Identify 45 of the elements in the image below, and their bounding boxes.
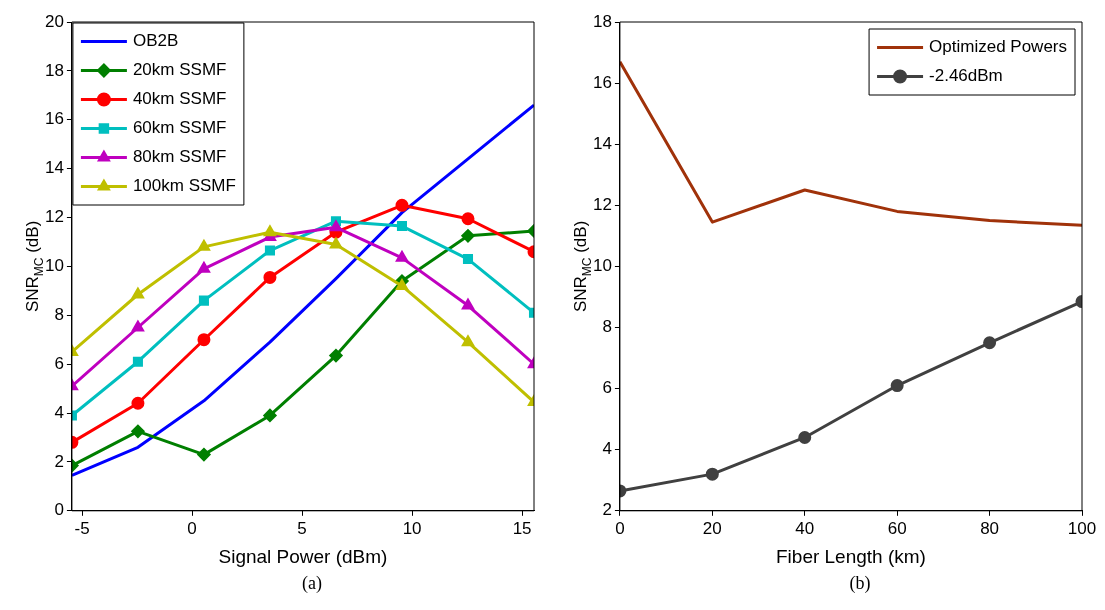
y-tick-label: 12 xyxy=(44,207,64,227)
y-tick-label: 2 xyxy=(54,451,64,471)
y-tick-label: 18 xyxy=(44,60,64,80)
y-tick-label: 4 xyxy=(54,402,64,422)
legend-label: 60km SSMF xyxy=(132,118,227,138)
y-tick-label: 2 xyxy=(602,500,612,520)
legend-label: -2.46dBm xyxy=(929,66,1003,86)
x-tick-label: 0 xyxy=(187,518,197,538)
y-tick-label: 20 xyxy=(44,11,64,31)
y-tick-label: 8 xyxy=(602,317,612,337)
y-tick-label: 10 xyxy=(592,256,612,276)
legend-label: 100km SSMF xyxy=(132,176,236,196)
y-tick-label: 18 xyxy=(592,11,612,31)
x-tick-label: 15 xyxy=(512,518,532,538)
x-tick-label: -5 xyxy=(74,518,90,538)
x-tick-label: 60 xyxy=(887,518,907,538)
x-tick-label: 20 xyxy=(702,518,722,538)
x-axis-title: Signal Power (dBm) xyxy=(218,545,388,567)
x-tick-label: 80 xyxy=(980,518,1000,538)
legend-label: 20km SSMF xyxy=(132,60,227,80)
y-tick-label: 12 xyxy=(592,194,612,214)
y-tick-label: 6 xyxy=(54,353,64,373)
legend-label: Optimized Powers xyxy=(929,37,1067,57)
x-tick-label: 0 xyxy=(615,518,625,538)
x-tick-label: 100 xyxy=(1067,518,1097,538)
y-tick-label: 10 xyxy=(44,256,64,276)
legend-label: 40km SSMF xyxy=(132,89,227,109)
x-tick-label: 5 xyxy=(297,518,307,538)
y-tick-label: 14 xyxy=(44,158,64,178)
text: (b) xyxy=(848,573,872,594)
y-tick-label: 6 xyxy=(602,378,612,398)
y-tick-label: 4 xyxy=(602,439,612,459)
legend-label: 80km SSMF xyxy=(132,147,227,167)
x-axis-title: Fiber Length (km) xyxy=(775,545,926,567)
y-tick-label: 14 xyxy=(592,133,612,153)
y-tick-label: 0 xyxy=(54,500,64,520)
y-axis-title: SNRMC (dB) xyxy=(22,220,46,313)
x-tick-label: 10 xyxy=(402,518,422,538)
y-tick-label: 16 xyxy=(592,72,612,92)
y-tick-label: 16 xyxy=(44,109,64,129)
legend-label: OB2B xyxy=(132,31,179,51)
x-tick-label: 40 xyxy=(795,518,815,538)
y-tick-label: 8 xyxy=(54,304,64,324)
y-axis-title: SNRMC (dB) xyxy=(570,220,594,313)
text: (a) xyxy=(301,573,323,594)
